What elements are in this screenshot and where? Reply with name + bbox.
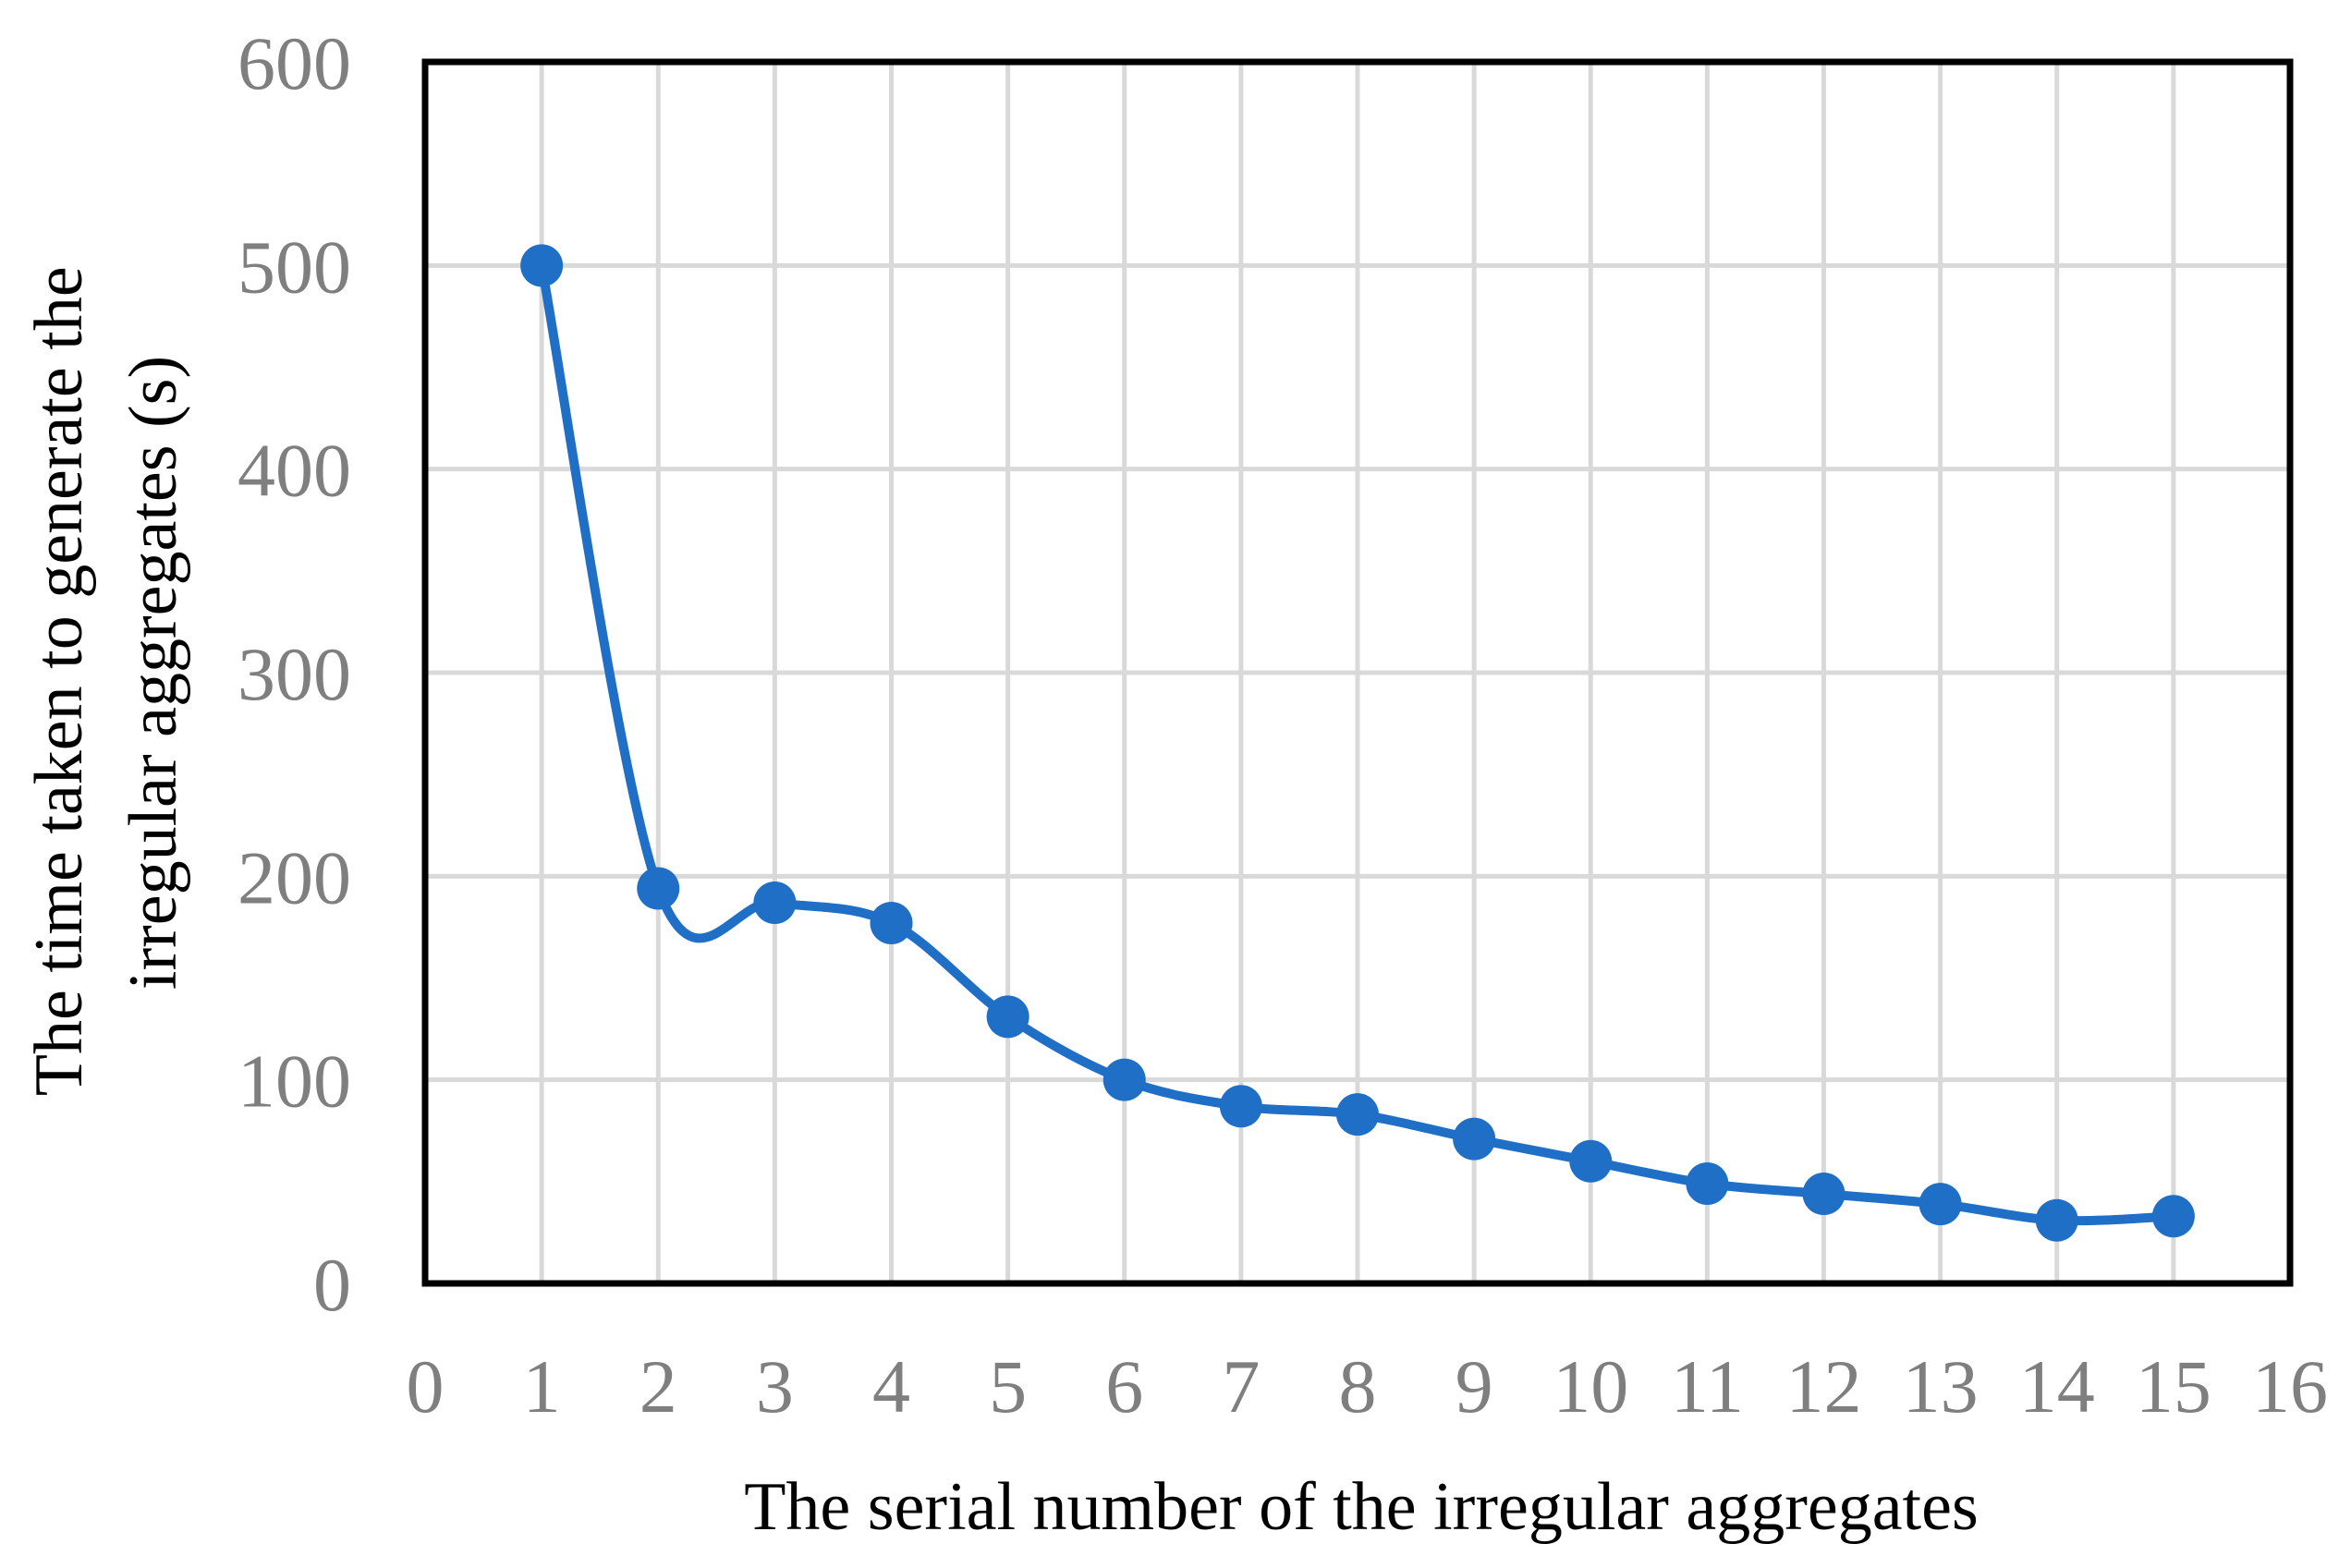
data-point: [753, 881, 797, 924]
y-tick-label: 100: [238, 1039, 351, 1124]
y-axis-title: The time taken to generate the irregular…: [21, 249, 191, 1096]
data-point: [1453, 1117, 1496, 1161]
data-point: [1686, 1162, 1729, 1206]
data-point: [1919, 1183, 1962, 1226]
y-tick-labels: 0 100 200 300 400 500 600: [238, 21, 351, 1327]
x-tick-label: 5: [989, 1344, 1027, 1428]
x-tick-label: 7: [1222, 1344, 1260, 1428]
x-tick-labels: 0 1 2 3 4 5 6 7 8 9 10 11 12 13 14 15 16: [407, 1344, 2329, 1428]
x-tick-label: 14: [2019, 1344, 2095, 1428]
data-point: [2035, 1198, 2078, 1242]
x-tick-label: 4: [872, 1344, 910, 1428]
data-point: [637, 867, 680, 910]
y-tick-label: 600: [238, 21, 351, 105]
y-tick-label: 400: [238, 429, 351, 513]
y-tick-label: 200: [238, 835, 351, 919]
y-tick-label: 0: [313, 1243, 351, 1327]
x-tick-label: 1: [523, 1344, 561, 1428]
data-point: [520, 244, 564, 287]
y-axis-title-line-1: The time taken to generate the: [21, 266, 97, 1096]
x-tick-label: 3: [756, 1344, 794, 1428]
data-point: [1569, 1139, 1613, 1183]
y-tick-label: 300: [238, 632, 351, 716]
plot-frame: [421, 58, 2294, 1287]
x-tick-label: 16: [2252, 1344, 2328, 1428]
data-point: [986, 995, 1029, 1039]
x-axis-title: The serial number of the irregular aggre…: [744, 1469, 1979, 1545]
x-tick-label: 12: [1786, 1344, 1862, 1428]
y-tick-label: 500: [238, 225, 351, 309]
x-tick-label: 2: [640, 1344, 677, 1428]
x-tick-label: 8: [1339, 1344, 1377, 1428]
data-markers: [520, 244, 2195, 1242]
x-tick-label: 6: [1105, 1344, 1143, 1428]
x-tick-label: 10: [1553, 1344, 1628, 1428]
x-tick-label: 15: [2136, 1344, 2211, 1428]
data-point: [1336, 1093, 1379, 1136]
x-tick-label: 9: [1456, 1344, 1493, 1428]
data-point: [1102, 1058, 1146, 1101]
x-tick-label: 13: [1903, 1344, 1979, 1428]
x-tick-label: 0: [407, 1344, 445, 1428]
x-tick-label: 11: [1671, 1344, 1744, 1428]
data-point: [2151, 1195, 2195, 1238]
data-point: [1802, 1173, 1845, 1216]
data-point: [870, 902, 913, 945]
y-axis-title-line-2: irregular aggregates (s): [116, 356, 191, 990]
data-point: [1219, 1085, 1262, 1128]
